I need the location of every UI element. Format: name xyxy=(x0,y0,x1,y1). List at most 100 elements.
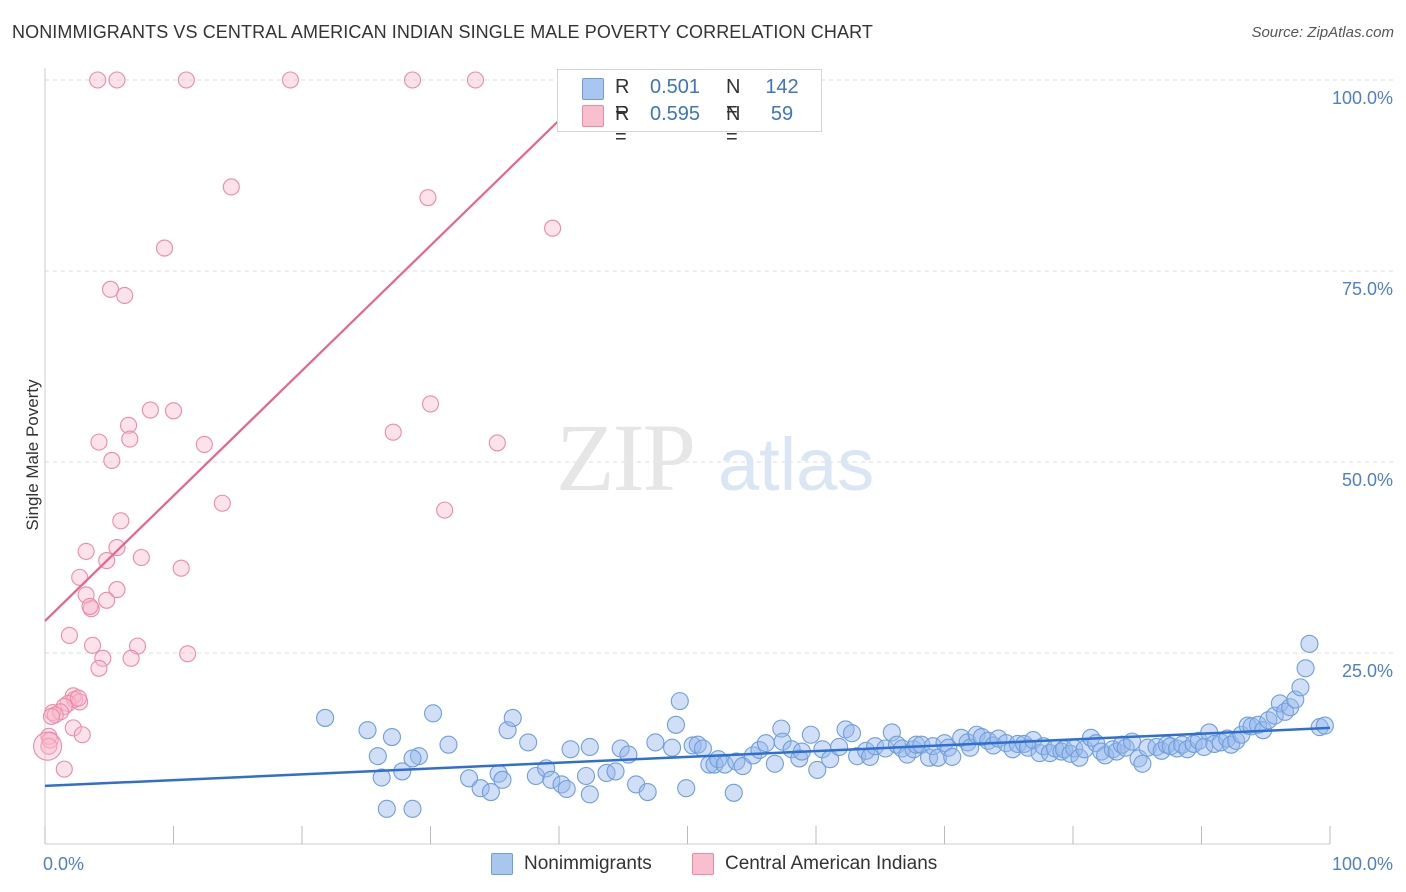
nonimmigrants-point xyxy=(606,762,625,781)
grid-layer xyxy=(45,79,1393,654)
y-tick-label: 50.0% xyxy=(1342,470,1393,490)
central-american-indians-point xyxy=(73,726,91,744)
nonimmigrants-point xyxy=(580,737,599,757)
nonimmigrants-point xyxy=(580,785,599,804)
central-american-indians-point xyxy=(436,501,454,519)
nonimmigrants-point xyxy=(646,733,665,752)
nonimmigrants-point xyxy=(576,766,596,786)
nonimmigrants-point xyxy=(772,719,791,738)
central-american-indians-trend-line xyxy=(44,115,564,622)
legend-r-value: 0.595 xyxy=(650,103,701,125)
nonimmigrants-point xyxy=(1296,659,1315,678)
watermark-atlas: atlas xyxy=(718,423,874,506)
source-note: Source: ZipAtlas.com xyxy=(1251,24,1394,41)
nonimmigrants-point xyxy=(677,779,696,798)
central-american-indians-point xyxy=(90,659,108,677)
central-american-indians-point xyxy=(403,71,422,89)
nonimmigrants-point xyxy=(377,799,396,818)
central-american-indians-point xyxy=(42,707,60,725)
tick-labels: 25.0% 50.0% 75.0% 100.0% 0.0% 100.0% xyxy=(43,88,1393,874)
nonimmigrants-point xyxy=(790,749,809,768)
central-american-indians-point xyxy=(177,71,195,89)
central-american-indians-point-large xyxy=(33,731,63,761)
central-american-indians-point xyxy=(122,649,140,667)
central-american-indians-point xyxy=(101,280,120,298)
correlation-legend: R = 0.501 N = 142 R = 0.595 N = 59 xyxy=(557,69,822,148)
nonimmigrants-point xyxy=(526,766,545,786)
nonimmigrants-point xyxy=(424,704,443,723)
nonimmigrants-point xyxy=(1003,740,1022,759)
nonimmigrants-point xyxy=(1300,634,1319,653)
central-american-indians-point xyxy=(421,395,440,413)
central-american-indians-point xyxy=(141,401,159,419)
nonimmigrants-point xyxy=(561,740,580,759)
nonimmigrants-point xyxy=(693,739,712,758)
central-american-indians-point xyxy=(544,219,562,237)
central-american-indians-point xyxy=(103,451,121,470)
central-american-indians-point xyxy=(155,239,174,257)
central-american-indians-point xyxy=(81,597,99,615)
nonimmigrants-point xyxy=(765,754,784,773)
nonimmigrants-point xyxy=(1133,754,1152,773)
central-american-indians-point xyxy=(108,539,126,557)
nonimmigrants-point xyxy=(368,747,387,766)
legend-swatch-blue xyxy=(582,78,604,100)
nonimmigrants-point xyxy=(939,738,958,757)
nonimmigrants-point xyxy=(481,782,500,802)
central-american-indians-point xyxy=(64,719,82,737)
nonimmigrants-point xyxy=(1259,711,1278,730)
central-american-indians-point xyxy=(466,71,485,89)
trend-lines xyxy=(44,115,1331,788)
central-american-indians-point xyxy=(132,548,150,567)
y-axis-label: Single Male Poverty xyxy=(23,379,42,531)
nonimmigrants-point xyxy=(493,770,512,789)
chart-title: NONIMMIGRANTS VS CENTRAL AMERICAN INDIAN… xyxy=(12,22,873,42)
legend-label: Nonimmigrants xyxy=(524,853,652,874)
nonimmigrants-point xyxy=(358,721,377,740)
nonimmigrants-point xyxy=(638,782,657,802)
nonimmigrants-point xyxy=(952,728,971,747)
nonimmigrants-point xyxy=(724,783,743,802)
nonimmigrants-trend-line xyxy=(44,726,1331,788)
nonimmigrants-point xyxy=(557,779,576,799)
nonimmigrants-point xyxy=(848,747,867,766)
central-american-indians-point xyxy=(281,71,299,89)
y-tick-label: 25.0% xyxy=(1342,661,1393,681)
central-american-indians-point xyxy=(121,430,139,448)
central-american-indians-point xyxy=(179,645,197,663)
central-american-indians-point xyxy=(112,512,130,530)
nonimmigrants-point xyxy=(1195,737,1214,757)
nonimmigrants-point xyxy=(1248,715,1268,734)
central-american-indians-point xyxy=(77,542,95,560)
legend-n-value: 142 xyxy=(765,76,799,98)
central-american-indians-point xyxy=(40,737,58,755)
central-american-indians-point xyxy=(83,636,102,654)
legend-n-label: N = xyxy=(726,103,741,148)
nonimmigrants-points xyxy=(316,634,1334,818)
central-american-indians-point xyxy=(419,189,437,207)
central-american-indians-point xyxy=(98,591,116,609)
central-american-indians-point xyxy=(172,559,190,577)
central-american-indians-point xyxy=(90,433,108,451)
nonimmigrants-point xyxy=(666,715,685,734)
nonimmigrants-point xyxy=(1315,716,1334,735)
central-american-indians-point xyxy=(116,286,134,304)
central-american-indians-point xyxy=(384,423,402,441)
central-american-indians-point xyxy=(213,494,231,512)
nonimmigrants-point xyxy=(403,749,422,768)
nonimmigrants-point xyxy=(943,747,962,766)
nonimmigrants-point xyxy=(459,769,479,788)
x-tick-label: 0.0% xyxy=(43,854,84,874)
nonimmigrants-point xyxy=(519,733,538,752)
legend-swatch-pink xyxy=(582,105,604,127)
central-american-indians-point xyxy=(94,649,112,667)
legend-r-label: R = xyxy=(615,76,630,121)
legend-n-value: 59 xyxy=(770,103,794,125)
nonimmigrants-point xyxy=(597,763,616,782)
central-american-indians-point xyxy=(89,71,107,89)
nonimmigrants-point xyxy=(670,692,689,711)
nonimmigrants-point xyxy=(808,760,827,779)
nonimmigrants-point xyxy=(471,779,490,798)
nonimmigrants-point xyxy=(1270,694,1289,713)
